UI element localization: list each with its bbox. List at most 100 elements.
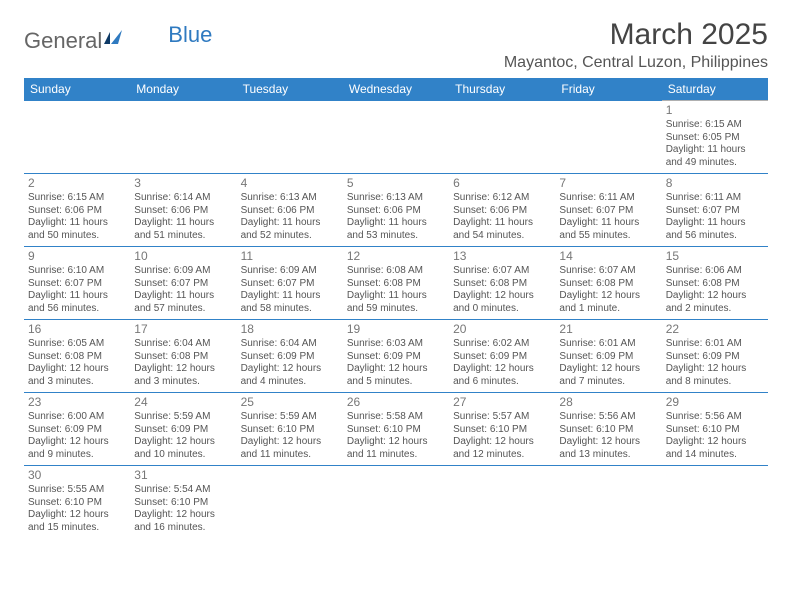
calendar-day-cell xyxy=(662,466,768,539)
sunrise-line: Sunrise: 5:59 AM xyxy=(241,411,339,424)
daylight-line: Daylight: 11 hours and 52 minutes. xyxy=(241,217,339,242)
daylight-line: Daylight: 11 hours and 54 minutes. xyxy=(453,217,551,242)
calendar-day-cell: 18Sunrise: 6:04 AMSunset: 6:09 PMDayligh… xyxy=(237,320,343,393)
daylight-line: Daylight: 11 hours and 58 minutes. xyxy=(241,290,339,315)
day-number: 1 xyxy=(666,103,764,118)
calendar-day-cell: 19Sunrise: 6:03 AMSunset: 6:09 PMDayligh… xyxy=(343,320,449,393)
sunset-line: Sunset: 6:07 PM xyxy=(559,205,657,218)
sunrise-line: Sunrise: 5:56 AM xyxy=(559,411,657,424)
day-number: 24 xyxy=(134,395,232,410)
sunset-line: Sunset: 6:07 PM xyxy=(241,278,339,291)
day-number: 21 xyxy=(559,322,657,337)
day-number: 19 xyxy=(347,322,445,337)
day-number: 23 xyxy=(28,395,126,410)
sunrise-line: Sunrise: 6:15 AM xyxy=(666,119,764,132)
sunrise-line: Sunrise: 6:12 AM xyxy=(453,192,551,205)
calendar-day-cell: 28Sunrise: 5:56 AMSunset: 6:10 PMDayligh… xyxy=(555,393,661,466)
calendar-day-cell: 27Sunrise: 5:57 AMSunset: 6:10 PMDayligh… xyxy=(449,393,555,466)
day-number: 30 xyxy=(28,468,126,483)
calendar-day-cell: 2Sunrise: 6:15 AMSunset: 6:06 PMDaylight… xyxy=(24,174,130,247)
daylight-line: Daylight: 11 hours and 56 minutes. xyxy=(666,217,764,242)
day-number: 22 xyxy=(666,322,764,337)
dayname-header: Friday xyxy=(555,78,661,101)
sunset-line: Sunset: 6:10 PM xyxy=(559,424,657,437)
sunrise-line: Sunrise: 6:06 AM xyxy=(666,265,764,278)
daylight-line: Daylight: 12 hours and 12 minutes. xyxy=(453,436,551,461)
day-number: 8 xyxy=(666,176,764,191)
sunrise-line: Sunrise: 6:03 AM xyxy=(347,338,445,351)
calendar-body: 1Sunrise: 6:15 AMSunset: 6:05 PMDaylight… xyxy=(24,101,768,539)
day-number: 20 xyxy=(453,322,551,337)
calendar-day-cell xyxy=(343,466,449,539)
daylight-line: Daylight: 12 hours and 1 minute. xyxy=(559,290,657,315)
calendar-day-cell: 1Sunrise: 6:15 AMSunset: 6:05 PMDaylight… xyxy=(662,101,768,174)
calendar-head: SundayMondayTuesdayWednesdayThursdayFrid… xyxy=(24,78,768,101)
sunset-line: Sunset: 6:09 PM xyxy=(559,351,657,364)
calendar-day-cell: 7Sunrise: 6:11 AMSunset: 6:07 PMDaylight… xyxy=(555,174,661,247)
sunrise-line: Sunrise: 6:14 AM xyxy=(134,192,232,205)
calendar-day-cell: 14Sunrise: 6:07 AMSunset: 6:08 PMDayligh… xyxy=(555,247,661,320)
sunset-line: Sunset: 6:10 PM xyxy=(28,497,126,510)
daylight-line: Daylight: 12 hours and 11 minutes. xyxy=(241,436,339,461)
dayname-header: Saturday xyxy=(662,78,768,101)
brand-logo: General Blue xyxy=(24,18,212,54)
calendar-week-row: 30Sunrise: 5:55 AMSunset: 6:10 PMDayligh… xyxy=(24,466,768,539)
calendar-day-cell: 17Sunrise: 6:04 AMSunset: 6:08 PMDayligh… xyxy=(130,320,236,393)
calendar-day-cell: 25Sunrise: 5:59 AMSunset: 6:10 PMDayligh… xyxy=(237,393,343,466)
calendar-day-cell: 11Sunrise: 6:09 AMSunset: 6:07 PMDayligh… xyxy=(237,247,343,320)
calendar-page: General Blue March 2025 Mayantoc, Centra… xyxy=(0,0,792,562)
daylight-line: Daylight: 11 hours and 50 minutes. xyxy=(28,217,126,242)
sunrise-line: Sunrise: 6:00 AM xyxy=(28,411,126,424)
dayname-header: Monday xyxy=(130,78,236,101)
daylight-line: Daylight: 11 hours and 49 minutes. xyxy=(666,144,764,169)
sunset-line: Sunset: 6:06 PM xyxy=(347,205,445,218)
calendar-day-cell: 13Sunrise: 6:07 AMSunset: 6:08 PMDayligh… xyxy=(449,247,555,320)
day-number: 13 xyxy=(453,249,551,264)
calendar-week-row: 2Sunrise: 6:15 AMSunset: 6:06 PMDaylight… xyxy=(24,174,768,247)
daylight-line: Daylight: 12 hours and 2 minutes. xyxy=(666,290,764,315)
calendar-day-cell: 30Sunrise: 5:55 AMSunset: 6:10 PMDayligh… xyxy=(24,466,130,539)
flag-icon xyxy=(104,28,130,54)
sunrise-line: Sunrise: 5:54 AM xyxy=(134,484,232,497)
sunrise-line: Sunrise: 6:13 AM xyxy=(241,192,339,205)
day-number: 3 xyxy=(134,176,232,191)
daylight-line: Daylight: 12 hours and 14 minutes. xyxy=(666,436,764,461)
sunset-line: Sunset: 6:09 PM xyxy=(241,351,339,364)
calendar-day-cell: 23Sunrise: 6:00 AMSunset: 6:09 PMDayligh… xyxy=(24,393,130,466)
sunrise-line: Sunrise: 6:09 AM xyxy=(241,265,339,278)
daylight-line: Daylight: 12 hours and 3 minutes. xyxy=(134,363,232,388)
day-number: 25 xyxy=(241,395,339,410)
sunrise-line: Sunrise: 5:56 AM xyxy=(666,411,764,424)
sunrise-line: Sunrise: 6:10 AM xyxy=(28,265,126,278)
day-number: 7 xyxy=(559,176,657,191)
day-number: 14 xyxy=(559,249,657,264)
sunset-line: Sunset: 6:07 PM xyxy=(28,278,126,291)
sunset-line: Sunset: 6:08 PM xyxy=(347,278,445,291)
daylight-line: Daylight: 11 hours and 51 minutes. xyxy=(134,217,232,242)
day-number: 4 xyxy=(241,176,339,191)
calendar-day-cell: 6Sunrise: 6:12 AMSunset: 6:06 PMDaylight… xyxy=(449,174,555,247)
sunset-line: Sunset: 6:10 PM xyxy=(241,424,339,437)
sunset-line: Sunset: 6:06 PM xyxy=(241,205,339,218)
dayname-header: Sunday xyxy=(24,78,130,101)
calendar-day-cell: 4Sunrise: 6:13 AMSunset: 6:06 PMDaylight… xyxy=(237,174,343,247)
sunrise-line: Sunrise: 6:04 AM xyxy=(241,338,339,351)
daylight-line: Daylight: 11 hours and 59 minutes. xyxy=(347,290,445,315)
calendar-day-cell xyxy=(555,466,661,539)
sunrise-line: Sunrise: 6:11 AM xyxy=(666,192,764,205)
calendar-day-cell xyxy=(24,101,130,174)
day-number: 5 xyxy=(347,176,445,191)
day-number: 15 xyxy=(666,249,764,264)
brand-text-2: Blue xyxy=(168,22,212,48)
sunset-line: Sunset: 6:10 PM xyxy=(453,424,551,437)
calendar-day-cell xyxy=(237,466,343,539)
daylight-line: Daylight: 11 hours and 55 minutes. xyxy=(559,217,657,242)
dayname-header: Tuesday xyxy=(237,78,343,101)
sunrise-line: Sunrise: 5:55 AM xyxy=(28,484,126,497)
day-number: 12 xyxy=(347,249,445,264)
sunset-line: Sunset: 6:09 PM xyxy=(453,351,551,364)
sunrise-line: Sunrise: 6:04 AM xyxy=(134,338,232,351)
sunset-line: Sunset: 6:09 PM xyxy=(134,424,232,437)
sunset-line: Sunset: 6:09 PM xyxy=(347,351,445,364)
month-title: March 2025 xyxy=(504,18,768,52)
